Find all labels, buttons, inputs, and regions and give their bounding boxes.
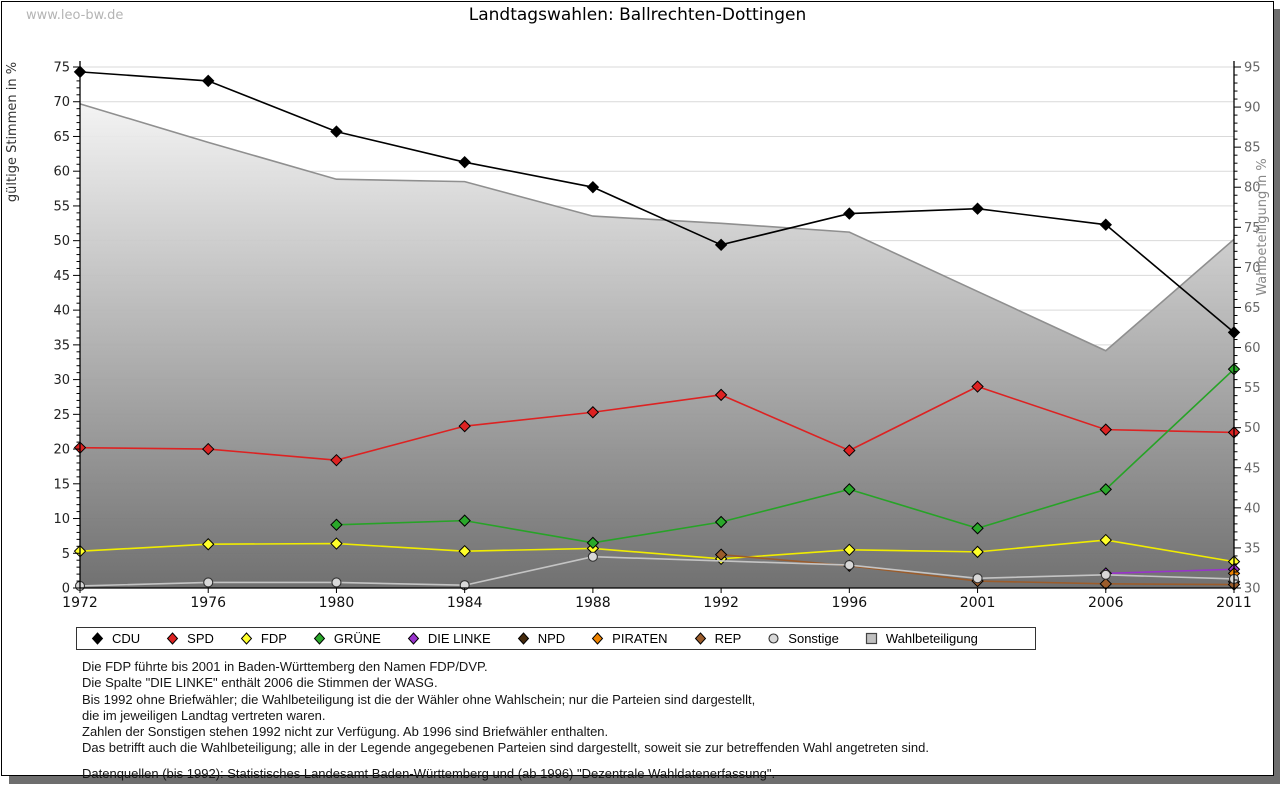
watermark: www.leo-bw.de bbox=[26, 8, 124, 23]
svg-text:85: 85 bbox=[1244, 141, 1261, 156]
svg-text:10: 10 bbox=[53, 512, 70, 527]
legend-marker-diamond-icon bbox=[166, 632, 179, 645]
legend-item-fdp: FDP bbox=[239, 631, 287, 646]
legend-label: REP bbox=[714, 631, 742, 646]
svg-text:70: 70 bbox=[1244, 261, 1261, 276]
legend-label: NPD bbox=[537, 631, 566, 646]
svg-text:35: 35 bbox=[1244, 541, 1261, 556]
legend-label: FDP bbox=[260, 631, 287, 646]
svg-text:25: 25 bbox=[53, 408, 70, 423]
footnote-line: Das betrifft auch die Wahlbeteiligung; a… bbox=[82, 740, 929, 756]
x-tick-label: 1988 bbox=[575, 595, 611, 611]
y-axis-left-title: gültige Stimmen in % bbox=[5, 62, 20, 202]
footnote-line: Die Spalte "DIE LINKE" enthält 2006 die … bbox=[82, 675, 438, 691]
svg-text:50: 50 bbox=[1244, 421, 1261, 436]
turnout-area bbox=[80, 103, 1234, 589]
y-axis-right-title: Wahlbeteiligung in % bbox=[1255, 158, 1270, 295]
svg-text:5: 5 bbox=[62, 547, 70, 562]
svg-text:40: 40 bbox=[53, 304, 70, 319]
series-cdu bbox=[73, 65, 1241, 339]
legend-item-npd: NPD bbox=[516, 631, 565, 646]
x-tick-label: 2011 bbox=[1216, 595, 1252, 611]
footnotes: Die FDP führte bis 2001 in Baden-Württem… bbox=[82, 659, 929, 782]
x-tick-label: 1992 bbox=[703, 595, 739, 611]
svg-text:15: 15 bbox=[53, 477, 70, 492]
footnote-line: die im jeweiligen Landtag vertreten ware… bbox=[82, 707, 326, 723]
legend-marker-diamond-icon bbox=[591, 632, 604, 645]
legend-marker-circle-icon bbox=[768, 633, 779, 644]
svg-text:30: 30 bbox=[1244, 582, 1261, 597]
series-spd bbox=[73, 380, 1241, 467]
legend-marker-diamond-icon bbox=[407, 632, 420, 645]
legend-marker-diamond-icon bbox=[694, 632, 706, 645]
x-tick-label: 2006 bbox=[1088, 595, 1124, 611]
svg-text:40: 40 bbox=[1244, 501, 1261, 516]
series-sonstige bbox=[74, 551, 1240, 591]
legend-item-cdu: CDU bbox=[90, 631, 140, 646]
svg-text:30: 30 bbox=[53, 373, 70, 388]
svg-text:0: 0 bbox=[62, 582, 70, 597]
svg-text:65: 65 bbox=[53, 130, 70, 145]
svg-text:55: 55 bbox=[1244, 381, 1261, 396]
x-tick-label: 1976 bbox=[190, 595, 226, 611]
chart-legend: CDU SPD FDP GRÜNE DIE LINKE NPD PIRATEN REP Sons… bbox=[76, 627, 1036, 650]
svg-text:75: 75 bbox=[53, 61, 70, 76]
svg-text:70: 70 bbox=[53, 95, 70, 110]
x-tick-label: 1972 bbox=[62, 595, 98, 611]
legend-label: SPD bbox=[187, 631, 214, 646]
svg-text:60: 60 bbox=[53, 165, 70, 180]
svg-text:80: 80 bbox=[1244, 181, 1261, 196]
x-tick-label: 1980 bbox=[319, 595, 355, 611]
legend-item-sonstige: Sonstige bbox=[766, 631, 839, 646]
svg-text:90: 90 bbox=[1244, 101, 1261, 116]
legend-marker-diamond-icon bbox=[91, 632, 104, 645]
legend-label: Wahlbeteiligung bbox=[885, 631, 978, 646]
legend-item-wahlbeteiligung: Wahlbeteiligung bbox=[864, 631, 978, 646]
footnote-line: Zahlen der Sonstigen stehen 1992 nicht z… bbox=[82, 724, 609, 740]
footnote-line: Die FDP führte bis 2001 in Baden-Württem… bbox=[82, 659, 488, 674]
legend-item-piraten: PIRATEN bbox=[590, 631, 668, 646]
svg-text:75: 75 bbox=[1244, 221, 1261, 236]
legend-label: DIE LINKE bbox=[427, 631, 491, 646]
svg-text:95: 95 bbox=[1244, 61, 1261, 76]
legend-item-grüne: GRÜNE bbox=[312, 631, 381, 646]
svg-text:35: 35 bbox=[53, 338, 70, 353]
legend-item-rep: REP bbox=[693, 631, 742, 646]
x-tick-label: 1984 bbox=[447, 595, 483, 611]
legend-label: GRÜNE bbox=[333, 631, 381, 646]
footnote-source: Datenquellen (bis 1992): Statistisches L… bbox=[82, 765, 776, 781]
svg-text:50: 50 bbox=[53, 234, 70, 249]
election-line-chart: 0 5 10 15 20 25 30 35 40 45 50 55 60 65 70 75 30 35 40 45 50… bbox=[2, 2, 1280, 622]
svg-text:20: 20 bbox=[53, 443, 70, 458]
legend-label: Sonstige bbox=[788, 631, 839, 646]
svg-text:45: 45 bbox=[1244, 461, 1261, 476]
svg-text:55: 55 bbox=[53, 199, 70, 214]
svg-text:45: 45 bbox=[53, 269, 70, 284]
legend-label: PIRATEN bbox=[612, 631, 668, 646]
legend-item-spd: SPD bbox=[165, 631, 214, 646]
page-title: Landtagswahlen: Ballrechten-Dottingen bbox=[468, 5, 807, 25]
legend-marker-diamond-icon bbox=[313, 632, 326, 645]
x-tick-label: 2001 bbox=[960, 595, 996, 611]
footnote-line: Bis 1992 ohne Briefwähler; die Wahlbetei… bbox=[82, 691, 756, 707]
legend-marker-square-icon bbox=[865, 632, 877, 645]
legend-marker-diamond-icon bbox=[517, 632, 529, 645]
svg-text:60: 60 bbox=[1244, 341, 1261, 356]
x-tick-label: 1996 bbox=[832, 595, 868, 611]
legend-label: CDU bbox=[112, 631, 141, 646]
legend-item-die-linke: DIE LINKE bbox=[406, 631, 491, 646]
turnout-area-edge bbox=[79, 103, 1235, 352]
svg-text:65: 65 bbox=[1244, 301, 1261, 316]
legend-marker-diamond-icon bbox=[240, 632, 253, 645]
